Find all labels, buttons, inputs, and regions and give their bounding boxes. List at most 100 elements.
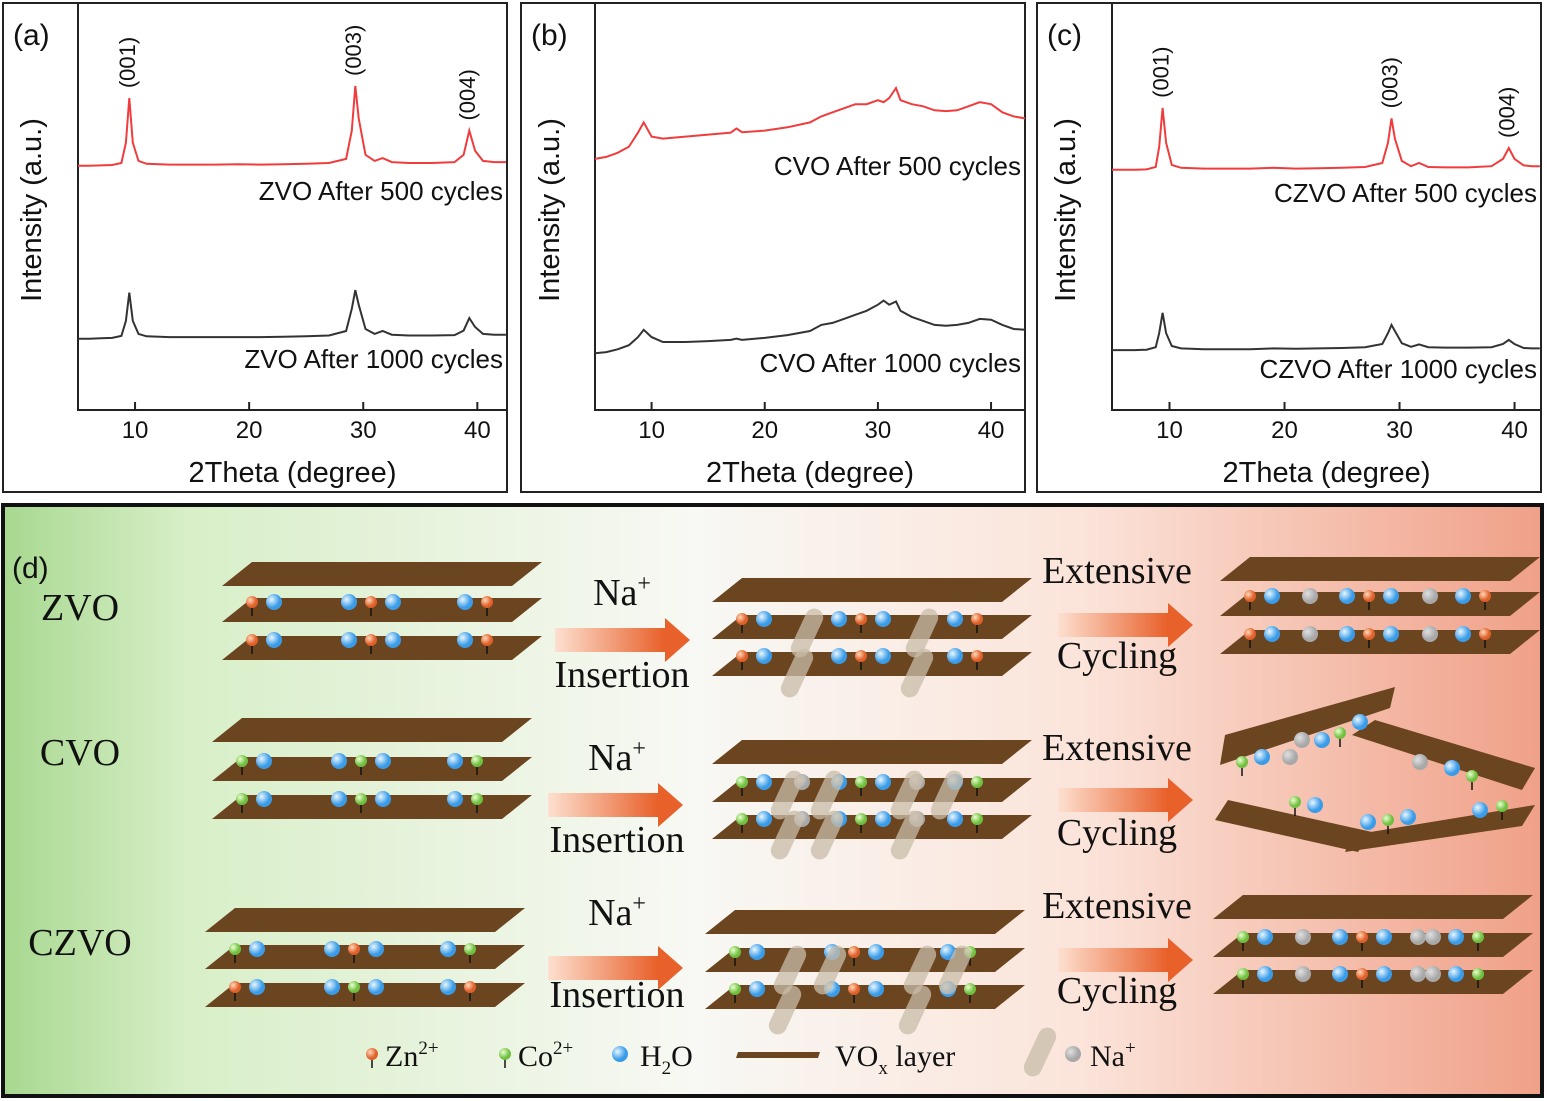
ion <box>355 793 367 805</box>
ion <box>499 1048 511 1060</box>
ion <box>855 613 867 625</box>
ion <box>1360 814 1376 830</box>
ion <box>947 611 963 627</box>
arrow-shaft <box>1058 613 1168 637</box>
ion <box>229 981 241 993</box>
peak-label: (004) <box>1495 87 1520 138</box>
vox-layer <box>705 910 1025 934</box>
x-tick-label: 10 <box>122 417 149 444</box>
step-label-sup: + <box>637 571 651 597</box>
ion <box>831 648 847 664</box>
panel-label: (d) <box>12 552 49 585</box>
ion <box>368 979 384 995</box>
na-cylinder <box>768 985 802 1035</box>
ion <box>971 650 983 662</box>
ion <box>756 648 772 664</box>
ion <box>1472 968 1484 980</box>
series-label: CZVO After 1000 cycles <box>1260 354 1537 384</box>
plot-frame <box>77 2 508 411</box>
ion <box>1448 966 1464 982</box>
arrow-head <box>665 618 690 662</box>
step-label-sup: + <box>632 891 646 917</box>
x-tick-label: 30 <box>1386 417 1413 444</box>
series-line <box>78 85 506 167</box>
y-axis-title: Intensity (a.u.) <box>1050 118 1082 302</box>
step-label: Cycling <box>1057 635 1177 677</box>
legend-base: Na <box>1090 1040 1125 1073</box>
ion <box>1466 770 1478 782</box>
arrow-head <box>1168 938 1193 982</box>
ion <box>375 753 391 769</box>
ion <box>868 944 884 960</box>
peak-label: (001) <box>1148 47 1173 98</box>
panel-label: (b) <box>531 19 568 52</box>
ion <box>440 979 456 995</box>
arrow-head <box>1168 778 1193 822</box>
ion <box>1302 588 1318 604</box>
ion <box>348 943 360 955</box>
ion <box>848 983 860 995</box>
vox-layer <box>712 740 1032 764</box>
ion <box>1237 968 1249 980</box>
ion <box>471 755 483 767</box>
ion <box>324 941 340 957</box>
ion <box>736 813 748 825</box>
vox-layer <box>1352 720 1535 790</box>
ion <box>375 791 391 807</box>
na-cylinder <box>770 810 804 860</box>
ion <box>1356 968 1368 980</box>
ion <box>365 596 377 608</box>
ion <box>1332 966 1348 982</box>
legend-sup: 2+ <box>553 1038 573 1059</box>
legend-sub: 2 <box>662 1058 672 1079</box>
arrow-shaft <box>548 956 658 980</box>
chart: 10 20 30 40 2Theta (degree) Intensity (a.u.) (… <box>2 2 508 493</box>
series-label: CVO After 1000 cycles <box>759 348 1021 378</box>
ion <box>1382 814 1394 826</box>
legend-sup: 2+ <box>418 1038 438 1059</box>
ion <box>1472 802 1488 818</box>
x-tick-label: 20 <box>751 417 778 444</box>
legend-label: Zn2+ <box>385 1038 439 1073</box>
ion <box>1295 966 1311 982</box>
ion <box>266 632 282 648</box>
ion <box>236 793 248 805</box>
y-axis-title: Intensity (a.u.) <box>534 118 566 302</box>
legend-rest: layer <box>888 1040 955 1073</box>
ion <box>1332 929 1348 945</box>
y-axis-title: Intensity (a.u.) <box>16 118 48 302</box>
legend-sub: x <box>878 1058 888 1079</box>
peak-label: (003) <box>341 25 366 76</box>
ion <box>736 613 748 625</box>
ion <box>1339 588 1355 604</box>
series-line <box>594 85 1026 160</box>
ion <box>440 941 456 957</box>
ion <box>355 755 367 767</box>
ion <box>875 811 891 827</box>
na-cylinder <box>930 770 964 820</box>
row-label: CVO <box>40 732 120 774</box>
ion <box>855 776 867 788</box>
vox-layer <box>205 908 525 932</box>
arrow-head <box>658 946 683 990</box>
legend-label: VOx layer <box>835 1040 955 1079</box>
legend-base: H <box>640 1040 662 1073</box>
series-line <box>1112 107 1540 171</box>
step-label: Insertion <box>549 974 684 1016</box>
ion <box>1289 796 1301 808</box>
step-label-base: Na <box>588 737 632 779</box>
ion <box>1400 809 1416 825</box>
ion <box>249 941 265 957</box>
ion <box>365 634 377 646</box>
ion <box>1425 929 1441 945</box>
ion <box>1254 749 1270 765</box>
ion <box>256 753 272 769</box>
ion <box>1307 797 1323 813</box>
chart: 10 20 30 40 2Theta (degree) Intensity (a.u.) (… <box>1036 2 1542 493</box>
ion <box>1472 931 1484 943</box>
peak-label: (001) <box>115 37 140 88</box>
ion <box>348 981 360 993</box>
ion <box>249 979 265 995</box>
